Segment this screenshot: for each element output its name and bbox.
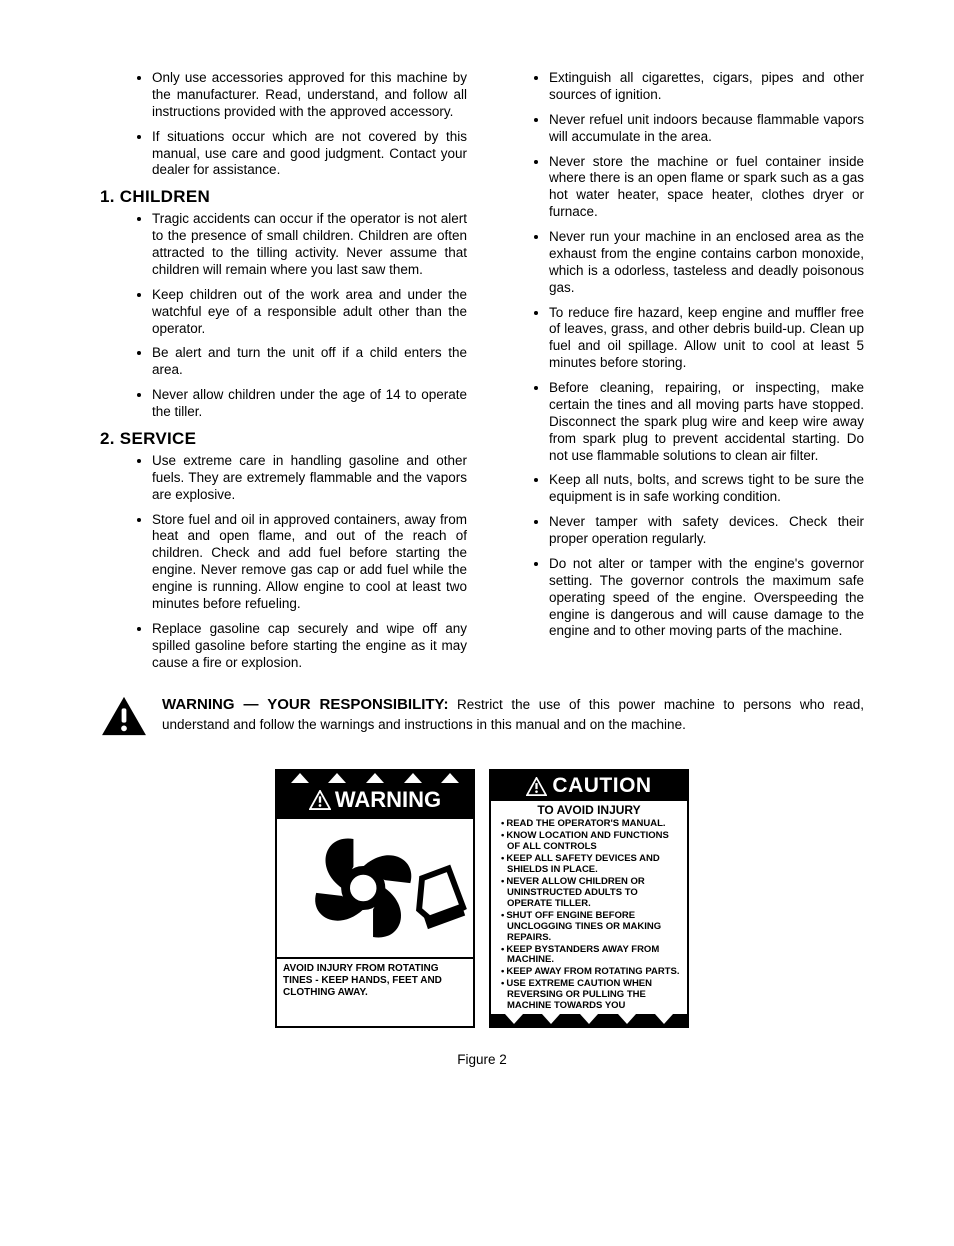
caution-label: CAUTION TO AVOID INJURY READ THE OPERATO… bbox=[489, 769, 689, 1028]
bullet-item: Keep children out of the work area and u… bbox=[152, 287, 467, 338]
bullet-item: Tragic accidents can occur if the operat… bbox=[152, 211, 467, 279]
warning-triangle-icon bbox=[100, 695, 148, 737]
children-bullet-list: Tragic accidents can occur if the operat… bbox=[100, 211, 467, 421]
figure-caption: Figure 2 bbox=[100, 1052, 864, 1067]
section-heading-children: 1. CHILDREN bbox=[100, 187, 467, 207]
bullet-item: Only use accessories approved for this m… bbox=[152, 70, 467, 121]
caution-item: NEVER ALLOW CHILDREN OR UNINSTRUCTED ADU… bbox=[501, 877, 681, 910]
left-column: Only use accessories approved for this m… bbox=[100, 70, 467, 679]
caution-item: KEEP AWAY FROM ROTATING PARTS. bbox=[501, 967, 681, 978]
bullet-item: Never allow children under the age of 14… bbox=[152, 387, 467, 421]
warning-label: WARNING AVO bbox=[275, 769, 475, 1028]
service-continued-bullet-list: Extinguish all cigarettes, cigars, pipes… bbox=[497, 70, 864, 640]
page: Only use accessories approved for this m… bbox=[0, 0, 954, 1127]
caution-item: KNOW LOCATION AND FUNCTIONS OF ALL CONTR… bbox=[501, 831, 681, 853]
bullet-item: Be alert and turn the unit off if a chil… bbox=[152, 345, 467, 379]
caution-triangle-icon bbox=[526, 777, 547, 796]
two-column-layout: Only use accessories approved for this m… bbox=[100, 70, 864, 679]
bullet-item: Replace gasoline cap securely and wipe o… bbox=[152, 621, 467, 672]
service-bullet-list: Use extreme care in handling gasoline an… bbox=[100, 453, 467, 672]
caution-label-subheading: TO AVOID INJURY bbox=[491, 801, 687, 817]
caution-item-list: READ THE OPERATOR'S MANUAL. KNOW LOCATIO… bbox=[491, 819, 687, 1012]
section-heading-service: 2. SERVICE bbox=[100, 429, 467, 449]
caution-item: READ THE OPERATOR'S MANUAL. bbox=[501, 819, 681, 830]
bullet-item: Extinguish all cigarettes, cigars, pipes… bbox=[549, 70, 864, 104]
bullet-item: Never refuel unit indoors because flamma… bbox=[549, 112, 864, 146]
bullet-item: Keep all nuts, bolts, and screws tight t… bbox=[549, 472, 864, 506]
warning-label-footer: AVOID INJURY FROM ROTATING TINES - KEEP … bbox=[277, 959, 473, 1005]
bullet-item: If situations occur which are not covere… bbox=[152, 129, 467, 180]
warning-label-graphic bbox=[277, 819, 473, 959]
bullet-item: To reduce fire hazard, keep engine and m… bbox=[549, 305, 864, 373]
caution-item: SHUT OFF ENGINE BEFORE UNCLOGGING TINES … bbox=[501, 911, 681, 944]
bullet-item: Never store the machine or fuel containe… bbox=[549, 154, 864, 222]
warning-lead: WARNING — YOUR RESPONSIBILITY: bbox=[162, 696, 448, 713]
bullet-item: Store fuel and oil in approved container… bbox=[152, 512, 467, 613]
right-column: Extinguish all cigarettes, cigars, pipes… bbox=[497, 70, 864, 679]
caution-label-header: CAUTION bbox=[491, 771, 687, 801]
caution-item: KEEP BYSTANDERS AWAY FROM MACHINE. bbox=[501, 945, 681, 967]
bullet-item: Use extreme care in handling gasoline an… bbox=[152, 453, 467, 504]
warning-label-header: WARNING bbox=[277, 783, 473, 819]
bullet-item: Do not alter or tamper with the engine's… bbox=[549, 556, 864, 640]
bullet-item: Never run your machine in an enclosed ar… bbox=[549, 229, 864, 297]
warning-triangle-small-icon bbox=[309, 790, 331, 810]
bullet-item: Never tamper with safety devices. Check … bbox=[549, 514, 864, 548]
warning-responsibility-row: WARNING — YOUR RESPONSIBILITY: Restrict … bbox=[100, 695, 864, 737]
safety-labels-row: WARNING AVO bbox=[100, 769, 864, 1028]
warning-responsibility-text: WARNING — YOUR RESPONSIBILITY: Restrict … bbox=[162, 695, 864, 733]
caution-item: USE EXTREME CAUTION WHEN REVERSING OR PU… bbox=[501, 979, 681, 1012]
intro-bullet-list: Only use accessories approved for this m… bbox=[100, 70, 467, 179]
bullet-item: Before cleaning, repairing, or inspectin… bbox=[549, 380, 864, 464]
caution-item: KEEP ALL SAFETY DEVICES AND SHIELDS IN P… bbox=[501, 854, 681, 876]
